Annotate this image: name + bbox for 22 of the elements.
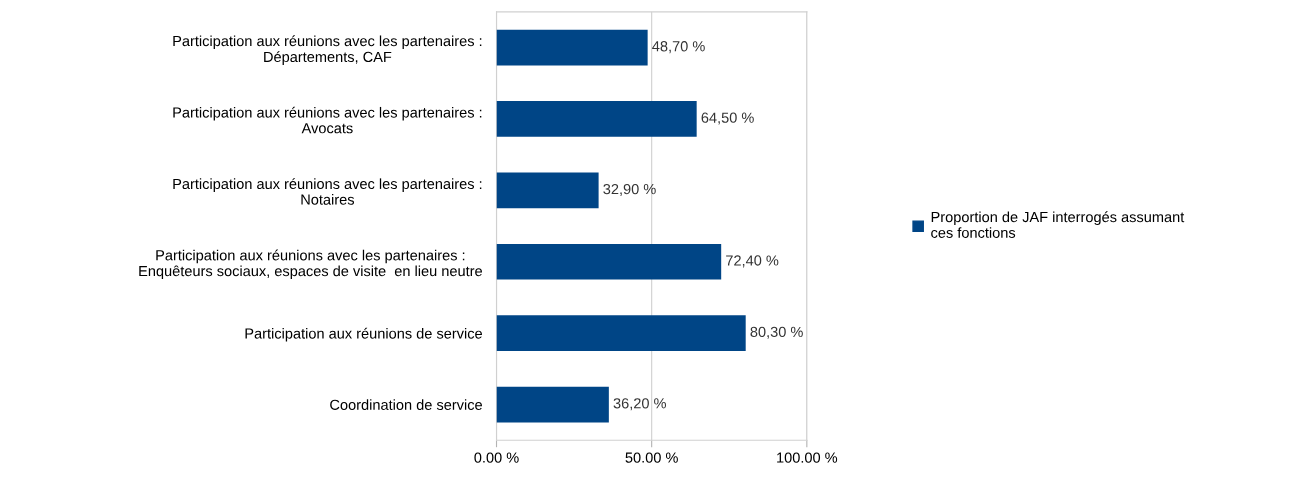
x-tick-label: 0.00 % — [474, 452, 519, 463]
y-tick-label: Participation aux réunions de service — [245, 327, 482, 342]
bar — [496, 101, 697, 137]
y-tick-label: Participation aux réunions avec les partenaires : Notaires — [173, 178, 482, 205]
x-tick-label: 100.00 % — [777, 452, 838, 463]
y-tick-label: Coordination de service — [330, 399, 482, 410]
y-tick-label: Participation aux réunions avec les partenaires : Départements, CAF — [173, 35, 482, 65]
y-tick-label: Participation aux réunions avec les partenaires : Avocats — [173, 106, 482, 134]
data-label: 72,40 % — [726, 255, 779, 268]
bar — [496, 315, 746, 351]
data-label: 36,20 % — [613, 398, 667, 411]
data-label: 80,30 % — [750, 326, 803, 339]
legend-label: Proportion de JAF interrogés assumant ces fonctions — [931, 211, 1185, 238]
data-label: 64,50 % — [701, 112, 754, 125]
bar — [496, 172, 599, 209]
data-label: 32,90 % — [603, 183, 656, 196]
y-tick-label: Participation aux réunions avec les partenaires : Enquêteurs sociaux, espaces de visite en lieu neutre — [139, 249, 482, 280]
bar — [496, 386, 609, 423]
bar — [496, 243, 722, 280]
x-tick-label: 50.00 % — [625, 452, 678, 463]
data-label: 48,70 % — [652, 41, 705, 54]
bar — [496, 29, 648, 66]
